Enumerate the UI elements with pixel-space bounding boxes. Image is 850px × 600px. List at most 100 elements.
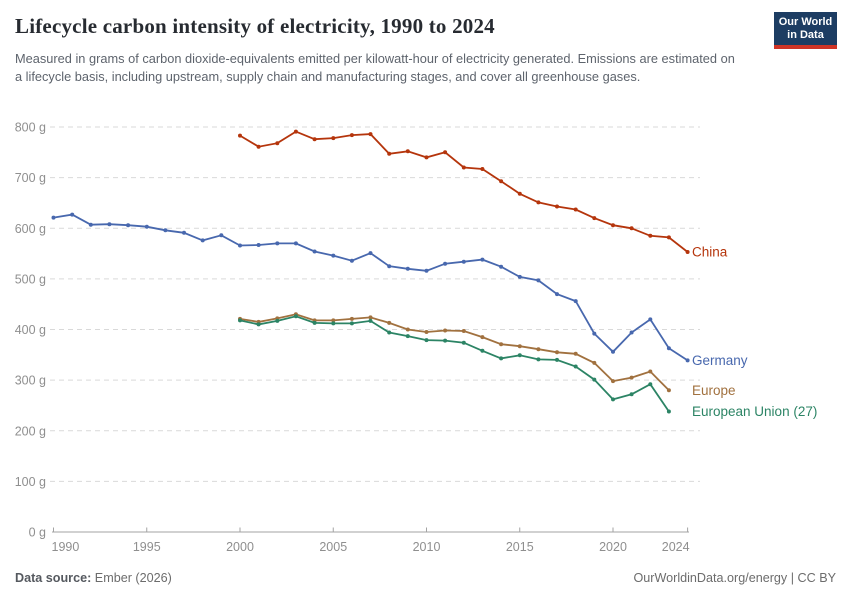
data-point xyxy=(629,375,634,380)
chart-footer: Data source: Ember (2026) OurWorldinData… xyxy=(15,571,836,585)
series-label-european-union-27[interactable]: European Union (27) xyxy=(692,404,817,419)
data-point xyxy=(517,191,522,196)
series-label-europe[interactable]: Europe xyxy=(692,383,736,398)
data-point xyxy=(592,216,597,221)
data-source-value: Ember (2026) xyxy=(94,571,172,585)
x-tick-label-2000: 2000 xyxy=(226,540,254,554)
data-point xyxy=(536,357,541,362)
data-point xyxy=(666,388,671,393)
data-point xyxy=(349,321,354,326)
data-point xyxy=(331,136,336,141)
series-label-china[interactable]: China xyxy=(692,245,728,260)
data-point xyxy=(573,351,578,356)
data-point xyxy=(387,330,392,335)
data-point xyxy=(256,243,261,247)
data-point xyxy=(685,358,690,363)
data-point xyxy=(443,150,448,155)
data-point xyxy=(405,327,410,332)
owid-logo-line1: Our World xyxy=(778,15,833,28)
data-point xyxy=(88,222,93,227)
data-point xyxy=(275,141,280,146)
data-point xyxy=(611,379,615,384)
data-point xyxy=(368,315,373,320)
data-point xyxy=(293,241,298,246)
data-point xyxy=(293,129,298,134)
data-point xyxy=(424,268,429,273)
data-point xyxy=(256,322,261,327)
data-point xyxy=(573,299,578,304)
data-point xyxy=(480,257,485,262)
data-point xyxy=(275,241,280,246)
data-point xyxy=(368,132,373,137)
y-tick-label-400: 400 g xyxy=(15,323,46,337)
data-point xyxy=(405,334,410,339)
data-point xyxy=(256,144,261,149)
data-point xyxy=(238,243,242,248)
data-point xyxy=(424,330,429,334)
data-point xyxy=(312,320,317,325)
x-tick-label-2024: 2024 xyxy=(662,540,690,554)
series-european-union-27[interactable] xyxy=(238,314,671,414)
data-point xyxy=(331,318,336,323)
series-china[interactable] xyxy=(238,129,690,254)
series-line-germany[interactable] xyxy=(53,213,689,362)
data-point xyxy=(443,338,448,343)
data-point xyxy=(331,321,336,326)
series-line-europe[interactable] xyxy=(239,313,670,391)
data-point xyxy=(51,215,56,220)
data-point xyxy=(592,331,597,336)
y-tick-label-200: 200 g xyxy=(15,424,46,438)
series-line-european-union-27[interactable] xyxy=(239,315,670,413)
y-tick-label-800: 800 g xyxy=(15,121,46,135)
data-point xyxy=(517,353,522,358)
series-line-china[interactable] xyxy=(239,130,689,253)
x-tick-label-2010: 2010 xyxy=(413,540,441,554)
data-point xyxy=(666,346,671,351)
data-point xyxy=(555,292,559,297)
data-point xyxy=(219,233,224,238)
data-point xyxy=(611,397,615,402)
chart-title: Lifecycle carbon intensity of electricit… xyxy=(15,14,495,38)
data-point xyxy=(648,317,653,322)
owid-logo-line2: in Data xyxy=(787,28,824,41)
data-point xyxy=(648,382,653,387)
data-point xyxy=(126,223,131,228)
data-point xyxy=(499,264,504,269)
owid-logo[interactable]: Our World in Data xyxy=(774,12,837,49)
data-point xyxy=(107,222,112,227)
x-tick-label-1990: 1990 xyxy=(52,540,80,554)
series-germany[interactable] xyxy=(51,212,690,363)
data-point xyxy=(629,226,634,231)
y-tick-label-500: 500 g xyxy=(15,272,46,286)
data-point xyxy=(461,340,466,345)
data-point xyxy=(611,223,615,228)
x-tick-label-2005: 2005 xyxy=(319,540,347,554)
data-point xyxy=(461,329,466,333)
data-point xyxy=(666,409,671,414)
data-point xyxy=(573,364,578,369)
series-label-germany[interactable]: Germany xyxy=(692,353,748,368)
y-tick-label-300: 300 g xyxy=(15,374,46,388)
data-point xyxy=(275,318,280,323)
chart-subtitle: Measured in grams of carbon dioxide-equi… xyxy=(15,51,735,84)
data-point xyxy=(424,338,429,343)
data-point xyxy=(349,133,354,138)
data-point xyxy=(499,342,504,347)
credit-link[interactable]: OurWorldinData.org/energy | CC BY xyxy=(633,571,836,585)
data-source-label: Data source: xyxy=(15,571,92,585)
data-point xyxy=(405,266,410,271)
data-point xyxy=(517,274,522,279)
data-point xyxy=(443,261,448,266)
x-tick-label-1995: 1995 xyxy=(133,540,161,554)
data-point xyxy=(424,155,429,160)
y-tick-label-700: 700 g xyxy=(15,171,46,185)
data-point xyxy=(368,251,373,256)
data-point xyxy=(461,165,466,170)
data-point xyxy=(629,392,634,397)
data-source: Data source: Ember (2026) xyxy=(15,571,172,585)
y-tick-label-600: 600 g xyxy=(15,222,46,236)
data-point xyxy=(611,349,615,354)
data-point xyxy=(592,360,597,365)
